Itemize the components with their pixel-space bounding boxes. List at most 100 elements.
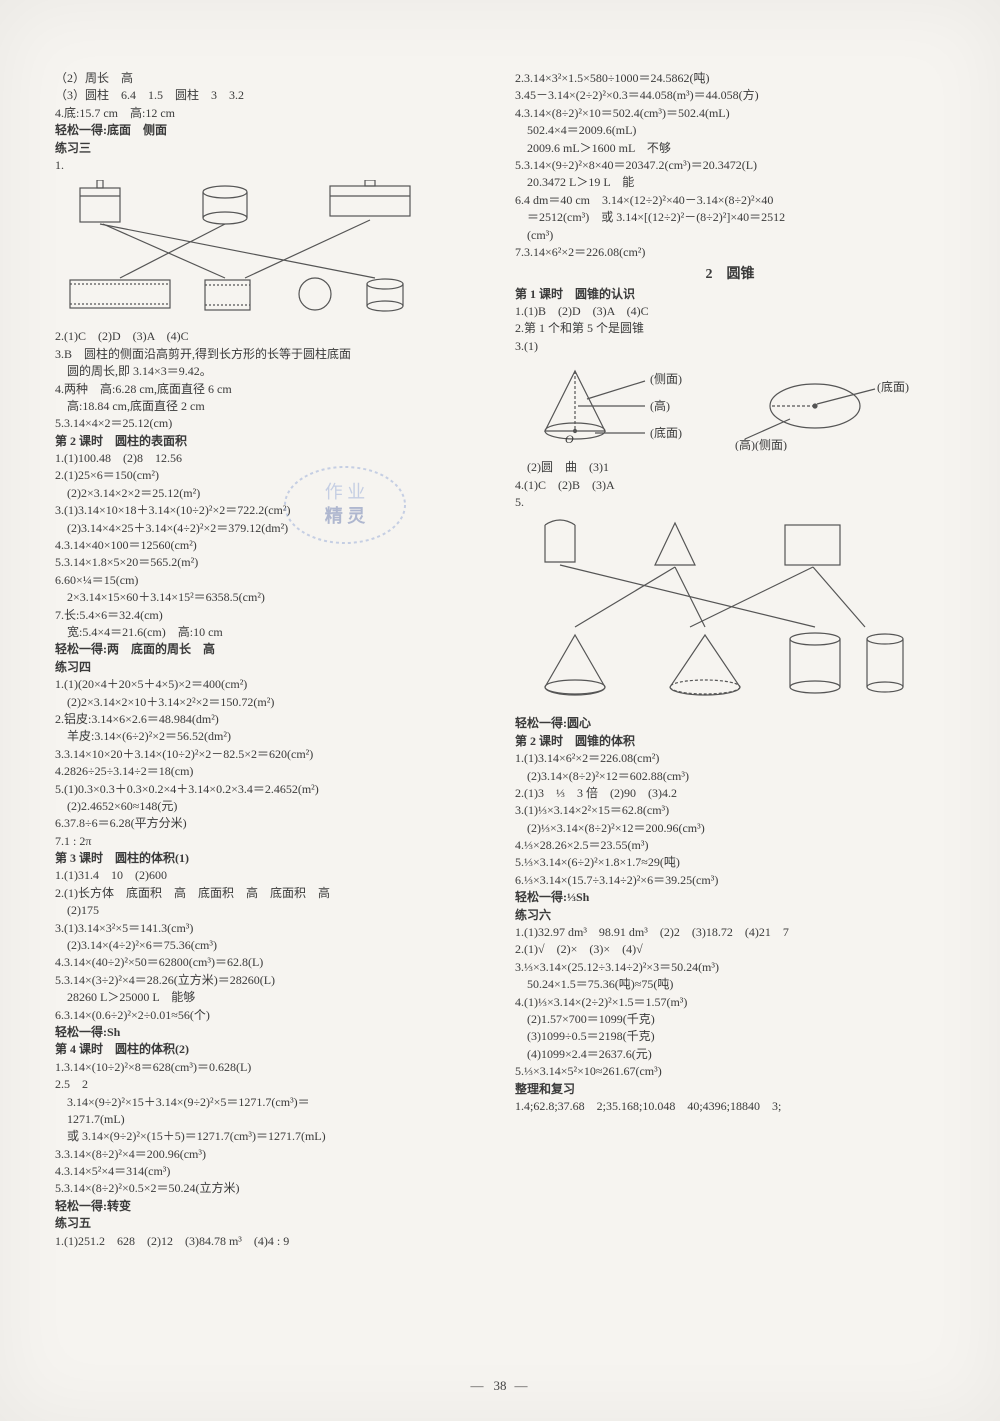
text-line: 502.4×4＝2009.6(mL) (515, 122, 945, 139)
text-line: 羊皮:3.14×(6÷2)²×2＝56.52(dm²) (55, 728, 485, 745)
content-columns: （2）周长 高 （3）圆柱 6.4 1.5 圆柱 3 3.2 4.底:15.7 … (55, 70, 945, 1250)
text-line: 6.⅓×3.14×(15.7÷3.14÷2)²×6＝39.25(cm³) (515, 872, 945, 889)
text-line: 或 3.14×(9÷2)²×(15＋5)＝1271.7(cm³)＝1271.7(… (55, 1128, 485, 1145)
text-line: 4.(1)C (2)B (3)A (515, 477, 945, 494)
text-line: 3.⅓×3.14×(25.12÷3.14÷2)²×3＝50.24(m³) (515, 959, 945, 976)
text-line: ＝2512(cm³) 或 3.14×[(12÷2)²－(8÷2)²]×40＝25… (515, 209, 945, 226)
text-line: 4.⅓×28.26×2.5＝23.55(m³) (515, 837, 945, 854)
text-line: 3.3.14×(8÷2)²×4＝200.96(cm³) (55, 1146, 485, 1163)
text-line: 5.3.14×(9÷2)²×8×40＝20347.2(cm³)＝20.3472(… (515, 157, 945, 174)
review-title: 整理和复习 (515, 1081, 945, 1098)
easy-hint: 轻松一得:Sh (55, 1024, 485, 1041)
text-line: 2.(1)C (2)D (3)A (4)C (55, 328, 485, 345)
text-line: 28260 L＞25000 L 能够 (55, 989, 485, 1006)
exercise-title: 练习六 (515, 907, 945, 924)
text-line: (3)1099÷0.5＝2198(千克) (515, 1028, 945, 1045)
text-line: 20.3472 L＞19 L 能 (515, 174, 945, 191)
lesson-title: 第 2 课时 圆柱的表面积 (55, 433, 485, 450)
text-line: (4)1099×2.4＝2637.6(元) (515, 1046, 945, 1063)
text-line: 4.底:15.7 cm 高:12 cm (55, 105, 485, 122)
text-line: 3.B 圆柱的侧面沿高剪开,得到长方形的长等于圆柱底面 (55, 346, 485, 363)
right-column: 2.3.14×3²×1.5×580÷1000＝24.5862(吨) 3.45－3… (515, 70, 945, 1250)
text-line: 5.3.14×1.8×5×20＝565.2(m²) (55, 554, 485, 571)
text-line: 2.第 1 个和第 5 个是圆锥 (515, 320, 945, 337)
text-line: (2)3.14×(4÷2)²×6＝75.36(cm³) (55, 937, 485, 954)
item-label: 1. (55, 157, 485, 174)
text-line: 1.4;62.8;37.68 2;35.168;10.048 40;4396;1… (515, 1098, 945, 1115)
text-line: 1.(1)100.48 (2)8 12.56 (55, 450, 485, 467)
text-line: 1.(1)B (2)D (3)A (4)C (515, 303, 945, 320)
text-line: 5.3.14×(3÷2)²×4＝28.26(立方米)＝28260(L) (55, 972, 485, 989)
text-line: 1.(1)251.2 628 (2)12 (3)84.78 m³ (4)4 : … (55, 1233, 485, 1250)
text-line: 4.2826÷25÷3.14÷2＝18(cm) (55, 763, 485, 780)
lesson-title: 第 4 课时 圆柱的体积(2) (55, 1041, 485, 1058)
text-line: 6.60×¼＝15(cm) (55, 572, 485, 589)
svg-text:(底面): (底面) (877, 379, 909, 394)
text-line: 1.(1)31.4 10 (2)600 (55, 867, 485, 884)
answer-page: 作 业 精 灵 （2）周长 高 （3）圆柱 6.4 1.5 圆柱 3 3.2 4… (0, 0, 1000, 1421)
text-line: (2)1.57×700＝1099(千克) (515, 1011, 945, 1028)
text-line: 6.3.14×(0.6÷2)²×2÷0.01≈56(个) (55, 1007, 485, 1024)
text-line: 1271.7(mL) (55, 1111, 485, 1128)
exercise-title: 练习四 (55, 659, 485, 676)
text-line: 7.3.14×6²×2＝226.08(cm²) (515, 244, 945, 261)
text-line: (2)3.14×(8÷2)²×12＝602.88(cm³) (515, 768, 945, 785)
text-line: 2009.6 mL＞1600 mL 不够 (515, 140, 945, 157)
text-line: 1.(1)32.97 dm³ 98.91 dm³ (2)2 (3)18.72 (… (515, 924, 945, 941)
easy-hint: 轻松一得:底面 侧面 (55, 122, 485, 139)
text-line: 3.(1)3.14×3²×5＝141.3(cm³) (55, 920, 485, 937)
text-line: 5. (515, 494, 945, 511)
lesson-title: 第 1 课时 圆锥的认识 (515, 286, 945, 303)
text-line: 4.3.14×(40÷2)²×50＝62800(cm³)＝62.8(L) (55, 954, 485, 971)
easy-hint: 轻松一得:两 底面的周长 高 (55, 641, 485, 658)
text-line: (cm³) (515, 227, 945, 244)
text-line: 1.(1)3.14×6²×2＝226.08(cm²) (515, 750, 945, 767)
text-line: 6.37.8÷6＝6.28(平方分米) (55, 815, 485, 832)
text-line: 2×3.14×15×60＋3.14×15²＝6358.5(cm²) (55, 589, 485, 606)
text-line: 7.1 : 2π (55, 833, 485, 850)
svg-text:(高): (高) (650, 398, 670, 413)
text-line: 6.4 dm＝40 cm 3.14×(12÷2)²×40－3.14×(8÷2)²… (515, 192, 945, 209)
svg-text:(侧面): (侧面) (650, 372, 682, 386)
easy-hint: 轻松一得:圆心 (515, 715, 945, 732)
text-line: 4.3.14×5²×4＝314(cm³) (55, 1163, 485, 1180)
text-line: （3）圆柱 6.4 1.5 圆柱 3 3.2 (55, 87, 485, 104)
svg-text:O: O (565, 432, 574, 446)
unit-title: 2 圆锥 (515, 265, 945, 285)
text-line: 4.3.14×(8÷2)²×10＝502.4(cm³)＝502.4(mL) (515, 105, 945, 122)
text-line: (2)2×3.14×2×10＋3.14×2²×2＝150.72(m²) (55, 694, 485, 711)
text-line: 2.5 2 (55, 1076, 485, 1093)
text-line: 2.(1)25×6＝150(cm²) (55, 467, 485, 484)
text-line: 2.(1)√ (2)× (3)× (4)√ (515, 941, 945, 958)
text-line: 3.14×(9÷2)²×15＋3.14×(9÷2)²×5＝1271.7(cm³)… (55, 1094, 485, 1111)
text-line: 5.3.14×4×2＝25.12(cm) (55, 415, 485, 432)
exercise-title: 练习五 (55, 1215, 485, 1232)
svg-text:(高)(侧面): (高)(侧面) (735, 437, 787, 451)
easy-hint: 轻松一得:⅓Sh (515, 889, 945, 906)
text-line: 2.铝皮:3.14×6×2.6＝48.984(dm²) (55, 711, 485, 728)
text-line: 5.⅓×3.14×5²×10≈261.67(cm³) (515, 1063, 945, 1080)
text-line: 1.3.14×(10÷2)²×8＝628(cm³)＝0.628(L) (55, 1059, 485, 1076)
text-line: 2.(1)3 ⅓ 3 倍 (2)90 (3)4.2 (515, 785, 945, 802)
text-line: 5.3.14×(8÷2)²×0.5×2＝50.24(立方米) (55, 1180, 485, 1197)
text-line: 4.(1)⅓×3.14×(2÷2)²×1.5＝1.57(m³) (515, 994, 945, 1011)
text-line: 高:18.84 cm,底面直径 2 cm (55, 398, 485, 415)
exercise-title: 练习三 (55, 140, 485, 157)
text-line: 50.24×1.5＝75.36(吨)≈75(吨) (515, 976, 945, 993)
easy-hint: 轻松一得:转变 (55, 1198, 485, 1215)
cone-label-figure: (侧面) (高) (底面) (底面) (高)(侧面) O (515, 361, 945, 451)
text-line: 圆的周长,即 3.14×3＝9.42。 (55, 363, 485, 380)
match-figure-2 (515, 517, 945, 707)
lesson-title: 第 3 课时 圆柱的体积(1) (55, 850, 485, 867)
left-column: （2）周长 高 （3）圆柱 6.4 1.5 圆柱 3 3.2 4.底:15.7 … (55, 70, 485, 1250)
text-line: 5.(1)0.3×0.3＋0.3×0.2×4＋3.14×0.2×3.4＝2.46… (55, 781, 485, 798)
text-line: 3.45－3.14×(2÷2)²×0.3＝44.058(m³)＝44.058(方… (515, 87, 945, 104)
text-line: 5.⅓×3.14×(6÷2)²×1.8×1.7≈29(吨) (515, 854, 945, 871)
text-line: （2）周长 高 (55, 70, 485, 87)
text-line: (2)2.4652×60≈148(元) (55, 798, 485, 815)
text-line: 2.3.14×3²×1.5×580÷1000＝24.5862(吨) (515, 70, 945, 87)
text-line: 3.(1) (515, 338, 945, 355)
text-line: (2)⅓×3.14×(8÷2)²×12＝200.96(cm³) (515, 820, 945, 837)
text-line: (2)2×3.14×2×2＝25.12(m²) (55, 485, 485, 502)
text-line: 4.3.14×40×100＝12560(cm²) (55, 537, 485, 554)
